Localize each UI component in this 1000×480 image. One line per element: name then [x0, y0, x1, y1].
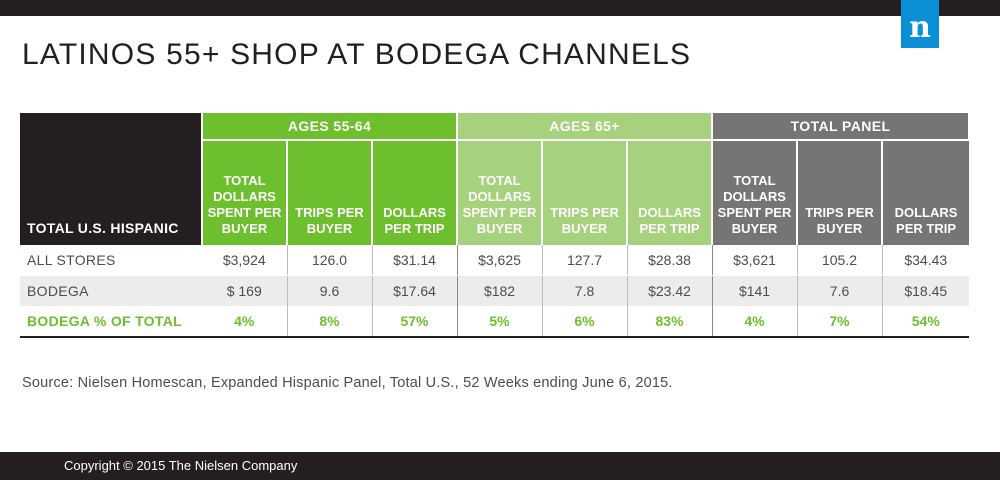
table-cell: $141	[711, 275, 798, 306]
table-cell: $17.64	[371, 275, 458, 306]
table-cell: 9.6	[286, 275, 372, 306]
row-label: ALL STORES	[20, 245, 202, 276]
table-cell: 7.6	[796, 275, 883, 306]
table-cell: $34.43	[881, 245, 970, 276]
col-header: TRIPS PER BUYER	[796, 139, 883, 245]
col-header: TRIPS PER BUYER	[286, 139, 372, 245]
group-header-ages-55-64: AGES 55-64	[200, 113, 459, 140]
col-header: DOLLARS PER TRIP	[370, 139, 458, 245]
table-cell: 4%	[711, 306, 798, 338]
table-cell: 83%	[626, 306, 713, 338]
col-header: TRIPS PER BUYER	[541, 139, 628, 245]
table-cell: 6%	[541, 306, 628, 338]
footer: Copyright © 2015 The Nielsen Company	[0, 452, 1000, 480]
data-table: TOTAL U.S. HISPANIC AGES 55-64 AGES 65+ …	[20, 113, 971, 338]
col-header: TOTAL DOLLARS SPENT PER BUYER	[711, 139, 798, 245]
col-header: DOLLARS PER TRIP	[881, 139, 970, 245]
table-cell: 127.7	[541, 245, 628, 276]
table-cell: 7.8	[541, 275, 628, 306]
group-header-ages-65-plus: AGES 65+	[456, 113, 714, 140]
nielsen-logo: n	[901, 0, 939, 48]
table-row: ALL STORES $3,924 126.0 $31.14 $3,625 12…	[20, 245, 970, 276]
table-cell: $31.14	[371, 245, 458, 276]
table-cell: $3,924	[202, 245, 287, 276]
table-cell: $18.45	[881, 275, 970, 306]
row-label: BODEGA	[20, 275, 202, 306]
logo-letter: n	[909, 10, 931, 45]
corner-header: TOTAL U.S. HISPANIC	[20, 113, 202, 245]
table-cell: $3,625	[456, 245, 543, 276]
table-cell: 7%	[796, 306, 883, 338]
col-header: DOLLARS PER TRIP	[626, 139, 713, 245]
col-header: TOTAL DOLLARS SPENT PER BUYER	[456, 139, 543, 245]
copyright-text: Copyright © 2015 The Nielsen Company	[64, 458, 298, 473]
table-cell: 105.2	[796, 245, 883, 276]
table-cell: $23.42	[626, 275, 713, 306]
table-cell: $3,621	[711, 245, 798, 276]
group-header-total-panel: TOTAL PANEL	[711, 113, 971, 140]
table-cell: 8%	[286, 306, 372, 338]
table-cell: $28.38	[626, 245, 713, 276]
table-cell: 57%	[371, 306, 458, 338]
table-cell: $182	[456, 275, 543, 306]
table-cell: $ 169	[202, 275, 287, 306]
page-title: LATINOS 55+ SHOP AT BODEGA CHANNELS	[22, 38, 692, 71]
table-cell: 4%	[202, 306, 287, 338]
table-row: BODEGA % OF TOTAL 4% 8% 57% 5% 6% 83% 4%…	[20, 306, 970, 338]
top-bar	[0, 0, 1000, 16]
table-cell: 54%	[881, 306, 970, 338]
table-cell: 5%	[456, 306, 543, 338]
source-note: Source: Nielsen Homescan, Expanded Hispa…	[22, 375, 673, 391]
row-label: BODEGA % OF TOTAL	[20, 306, 202, 338]
table-cell: 126.0	[286, 245, 372, 276]
table-row: BODEGA $ 169 9.6 $17.64 $182 7.8 $23.42 …	[20, 275, 970, 306]
col-header: TOTAL DOLLARS SPENT PER BUYER	[201, 139, 287, 245]
